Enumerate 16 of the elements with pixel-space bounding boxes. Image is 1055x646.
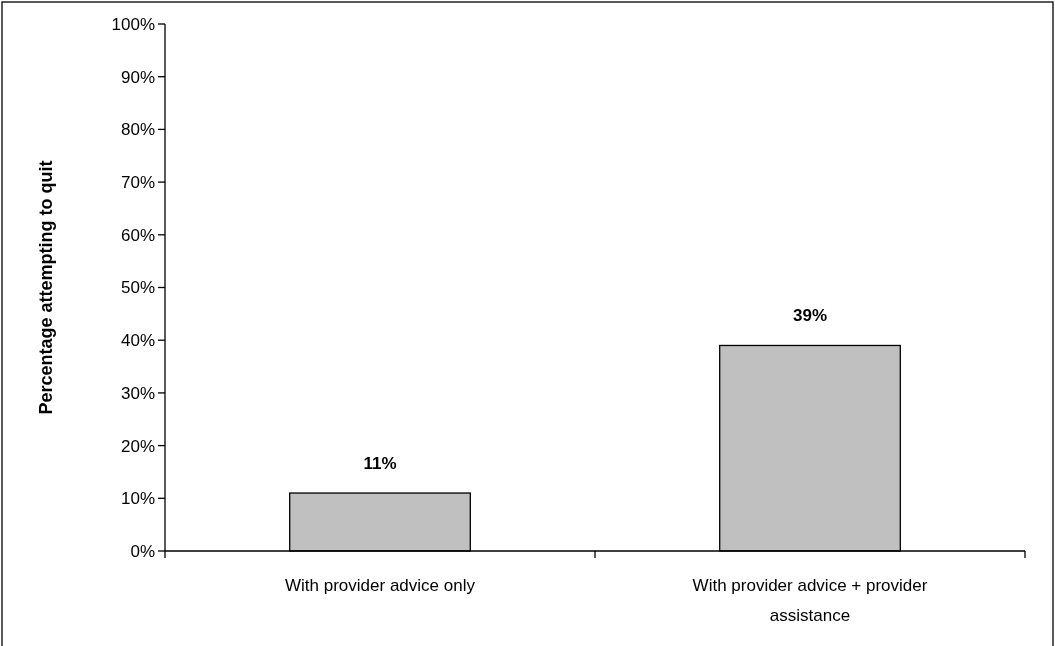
y-tick-label: 40% xyxy=(120,331,155,351)
y-tick-label: 30% xyxy=(120,383,155,403)
x-tick-label: With provider advice + provider assistance xyxy=(692,576,928,625)
y-tick-label: 60% xyxy=(120,225,155,245)
y-tick-label: 50% xyxy=(120,278,155,298)
y-tick-label: 70% xyxy=(120,173,155,193)
y-tick-label: 80% xyxy=(120,120,155,140)
y-tick-label: 90% xyxy=(120,67,155,87)
y-axis-title: Percentage attempting to quit xyxy=(36,160,56,415)
y-tick-label: 0% xyxy=(130,541,155,561)
y-tick-label: 20% xyxy=(120,436,155,456)
y-tick-label: 10% xyxy=(120,489,155,509)
data-label: 39% xyxy=(792,306,828,326)
y-tick-label: 100% xyxy=(111,14,155,34)
data-label: 11% xyxy=(363,454,397,474)
x-tick-label: With provider advice only xyxy=(285,576,476,595)
